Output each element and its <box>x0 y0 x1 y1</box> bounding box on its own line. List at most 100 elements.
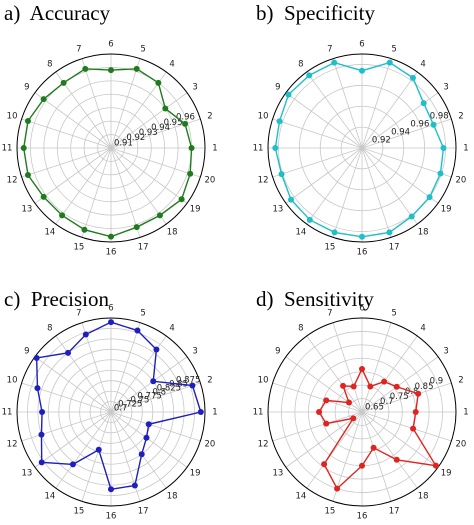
data-point <box>359 366 365 373</box>
spoke <box>332 58 363 149</box>
category-label: 12 <box>258 440 269 450</box>
category-label: 20 <box>204 440 215 450</box>
category-label: 13 <box>21 205 32 215</box>
data-point <box>150 378 157 385</box>
spoke <box>110 411 188 468</box>
spoke <box>81 58 112 149</box>
category-label: 10 <box>7 111 18 121</box>
radial-tick-label: 0.75 <box>130 396 149 406</box>
spoke <box>361 71 418 149</box>
spoke <box>332 147 363 238</box>
category-label: 12 <box>7 176 18 186</box>
category-label: 13 <box>272 205 283 215</box>
spoke <box>306 411 363 489</box>
spoke <box>34 411 112 468</box>
data-point <box>345 399 352 406</box>
spoke <box>110 147 167 225</box>
category-label: 6 <box>108 304 113 314</box>
data-point <box>69 461 76 468</box>
spoke <box>110 92 188 149</box>
category-label: 7 <box>76 45 81 55</box>
data-point <box>432 462 439 469</box>
category-label: 1 <box>463 144 468 154</box>
data-point <box>95 446 102 453</box>
radial-tick-label: 0.91 <box>114 138 133 148</box>
radial-tick-label: 0.7 <box>380 397 394 407</box>
category-label: 20 <box>204 176 215 186</box>
data-point <box>331 229 338 236</box>
radial-tick-label: 0.875 <box>176 376 200 386</box>
category-label: 18 <box>167 228 178 238</box>
category-label: 3 <box>192 82 197 92</box>
data-point <box>276 118 283 125</box>
category-label: 9 <box>24 82 29 92</box>
radial-tick-label: 0.7 <box>114 404 128 414</box>
category-label: 14 <box>295 492 306 502</box>
data-point <box>381 378 388 385</box>
radial-tick-label: 0.92 <box>372 136 391 146</box>
spoke <box>361 147 452 178</box>
spoke <box>361 356 439 413</box>
data-point <box>306 216 313 223</box>
data-point <box>331 59 338 66</box>
radial-tick-label: 0.65 <box>365 402 384 412</box>
data-point <box>153 346 160 353</box>
spoke <box>21 118 112 149</box>
category-label: 18 <box>167 492 178 502</box>
category-label: 8 <box>47 323 52 333</box>
outer-frame <box>16 317 206 507</box>
chart-title: c) Precision <box>4 287 109 311</box>
data-point <box>386 229 393 236</box>
data-point <box>134 327 141 334</box>
data-point <box>321 461 328 468</box>
category-label: 1 <box>212 144 217 154</box>
category-label: 14 <box>295 228 306 238</box>
spoke <box>110 411 167 489</box>
data-point <box>285 91 292 98</box>
data-point <box>426 194 433 201</box>
data-point <box>182 120 189 127</box>
category-label: 16 <box>357 512 368 522</box>
spoke <box>55 335 112 413</box>
data-point <box>393 383 400 390</box>
data-point <box>40 193 47 200</box>
spoke <box>285 411 363 468</box>
data-point <box>33 354 40 361</box>
category-label: 14 <box>44 228 55 238</box>
category-label: 8 <box>47 59 52 69</box>
data-point <box>393 456 400 463</box>
spoke <box>272 118 363 149</box>
spoke <box>21 147 112 178</box>
data-point <box>440 145 447 151</box>
spoke <box>34 356 112 413</box>
data-point <box>412 409 419 415</box>
category-label: 4 <box>420 59 425 69</box>
category-label: 5 <box>140 309 145 319</box>
data-point <box>288 196 295 203</box>
category-label: 18 <box>418 492 429 502</box>
data-point <box>437 170 444 177</box>
outer-frame <box>267 53 457 243</box>
category-label: 19 <box>190 469 201 479</box>
spoke <box>110 356 188 413</box>
data-point <box>334 485 341 492</box>
data-point <box>155 79 162 86</box>
data-point <box>340 382 347 389</box>
data-point <box>306 72 313 79</box>
spoke <box>361 118 452 149</box>
data-point <box>133 65 140 72</box>
category-label: 2 <box>458 111 463 121</box>
spoke <box>272 147 363 178</box>
radial-tick-label: 0.825 <box>157 384 181 394</box>
category-label: 13 <box>21 469 32 479</box>
chart-title: a) Accuracy <box>4 1 111 25</box>
spoke <box>285 147 363 204</box>
spoke <box>332 322 363 413</box>
data-point <box>59 212 66 219</box>
category-label: 11 <box>253 144 264 154</box>
category-label: 16 <box>106 248 117 258</box>
category-label: 8 <box>298 59 303 69</box>
category-label: 19 <box>190 205 201 215</box>
radial-tick-label: 0.9 <box>430 377 444 387</box>
spoke <box>55 411 112 489</box>
